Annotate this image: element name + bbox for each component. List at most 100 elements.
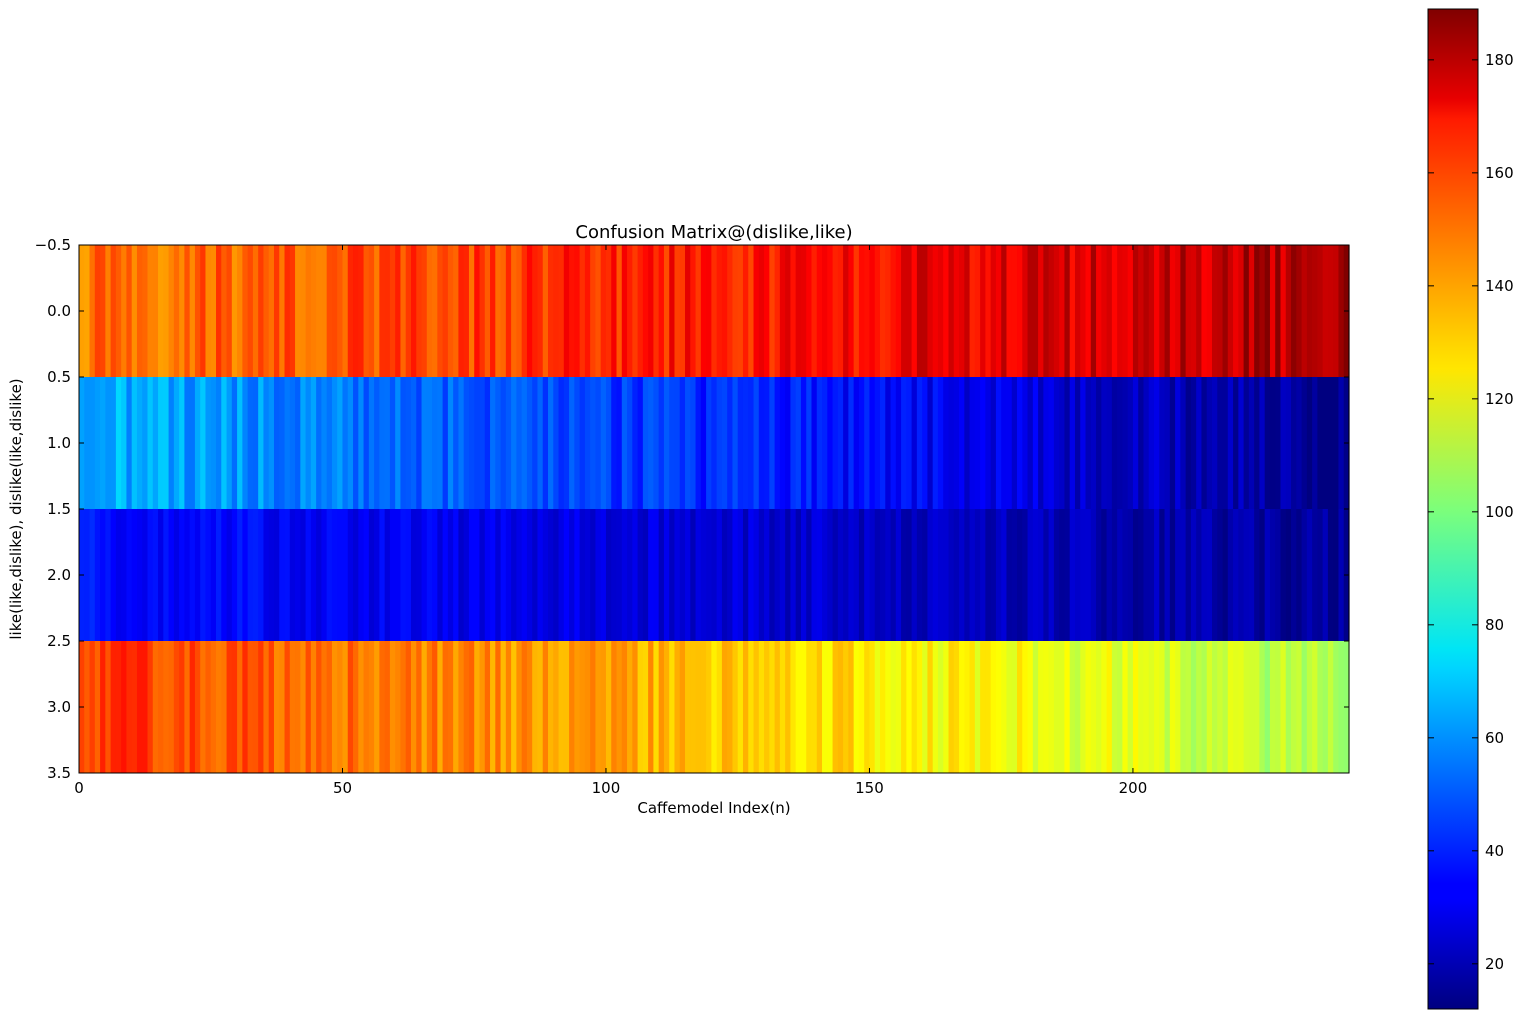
heatmap-cell — [1306, 377, 1313, 509]
heatmap-cell — [706, 377, 712, 509]
heatmap-cell — [1264, 509, 1271, 641]
heatmap-cell — [421, 245, 428, 377]
heatmap-cell — [316, 509, 323, 641]
heatmap-cell — [200, 245, 207, 377]
heatmap-cell — [205, 377, 212, 509]
heatmap-cell — [247, 641, 254, 773]
heatmap-cell — [442, 377, 449, 509]
heatmap-cell — [447, 509, 454, 641]
heatmap-cell — [1106, 641, 1113, 773]
heatmap-cell — [173, 377, 180, 509]
heatmap-cell — [121, 641, 128, 773]
heatmap-cell — [785, 509, 792, 641]
heatmap-cell — [858, 509, 865, 641]
heatmap-cell — [194, 245, 201, 377]
heatmap-cell — [959, 245, 965, 377]
heatmap-cell — [1038, 377, 1044, 509]
heatmap-cell — [305, 245, 312, 377]
heatmap-cell — [94, 245, 101, 377]
heatmap-cell — [1111, 377, 1118, 509]
heatmap-cell — [252, 641, 259, 773]
heatmap-cell — [1312, 641, 1318, 773]
heatmap-cell — [447, 641, 454, 773]
heatmap-cell — [168, 641, 175, 773]
heatmap-cell — [342, 641, 349, 773]
heatmap-cell — [463, 245, 470, 377]
heatmap-cell — [969, 509, 976, 641]
heatmap-cell — [685, 509, 691, 641]
heatmap-cell — [974, 245, 981, 377]
heatmap-cell — [627, 377, 633, 509]
heatmap-cell — [432, 245, 438, 377]
heatmap-cell — [563, 377, 570, 509]
heatmap-cell — [1143, 245, 1150, 377]
heatmap-cell — [1090, 509, 1097, 641]
heatmap-cell — [1001, 377, 1008, 509]
heatmap-cell — [347, 509, 354, 641]
heatmap-cell — [1069, 245, 1076, 377]
heatmap-cell — [505, 509, 512, 641]
heatmap-cell — [263, 641, 270, 773]
heatmap-cell — [848, 245, 855, 377]
heatmap-cell — [337, 641, 344, 773]
heatmap-cell — [727, 509, 734, 641]
heatmap-cell — [1074, 377, 1081, 509]
x-tick-label: 100 — [592, 779, 621, 797]
heatmap-cell — [252, 377, 259, 509]
heatmap-cell — [1211, 245, 1218, 377]
heatmap-cell — [990, 377, 997, 509]
heatmap-cell — [816, 245, 823, 377]
heatmap-cell — [1264, 641, 1271, 773]
heatmap-cell — [1301, 641, 1308, 773]
heatmap-cell — [906, 245, 913, 377]
heatmap-cell — [584, 641, 591, 773]
heatmap-cell — [1275, 641, 1282, 773]
heatmap-cell — [305, 641, 312, 773]
heatmap-cell — [590, 245, 597, 377]
heatmap-cell — [163, 509, 170, 641]
heatmap-cell — [858, 641, 865, 773]
heatmap-cell — [142, 377, 149, 509]
heatmap-cell — [110, 641, 117, 773]
heatmap-cell — [932, 509, 939, 641]
heatmap-cell — [300, 245, 307, 377]
heatmap-cell — [974, 377, 981, 509]
heatmap-cell — [89, 245, 96, 377]
heatmap-cell — [1001, 509, 1008, 641]
heatmap-cell — [437, 245, 444, 377]
heatmap-cell — [1338, 641, 1345, 773]
heatmap-cell — [779, 509, 786, 641]
heatmap-cell — [1327, 377, 1334, 509]
heatmap-cell — [553, 509, 560, 641]
heatmap-cell — [194, 377, 201, 509]
heatmap-cell — [310, 245, 317, 377]
heatmap-cell — [331, 641, 338, 773]
heatmap-cell — [1201, 245, 1208, 377]
heatmap-cell — [885, 509, 892, 641]
heatmap-cell — [268, 377, 275, 509]
heatmap-cell — [827, 245, 834, 377]
heatmap-cell — [147, 377, 154, 509]
heatmap-cell — [353, 245, 359, 377]
heatmap-cell — [532, 641, 539, 773]
heatmap-cell — [1164, 245, 1171, 377]
heatmap-cell — [500, 245, 507, 377]
heatmap-cell — [1111, 245, 1118, 377]
heatmap-cell — [685, 641, 691, 773]
heatmap-cell — [600, 641, 607, 773]
heatmap-cell — [1159, 377, 1166, 509]
heatmap-cell — [974, 509, 981, 641]
heatmap-cell — [532, 509, 539, 641]
heatmap-cell — [289, 641, 296, 773]
heatmap-cell — [642, 377, 649, 509]
heatmap-cell — [1338, 245, 1345, 377]
heatmap-cell — [189, 245, 196, 377]
heatmap-cell — [458, 377, 465, 509]
heatmap-cell — [653, 641, 660, 773]
heatmap-cell — [136, 377, 143, 509]
heatmap-cell — [479, 641, 486, 773]
heatmap-cell — [737, 245, 744, 377]
heatmap-cell — [885, 377, 892, 509]
heatmap-cell — [969, 245, 976, 377]
heatmap-cell — [558, 509, 565, 641]
